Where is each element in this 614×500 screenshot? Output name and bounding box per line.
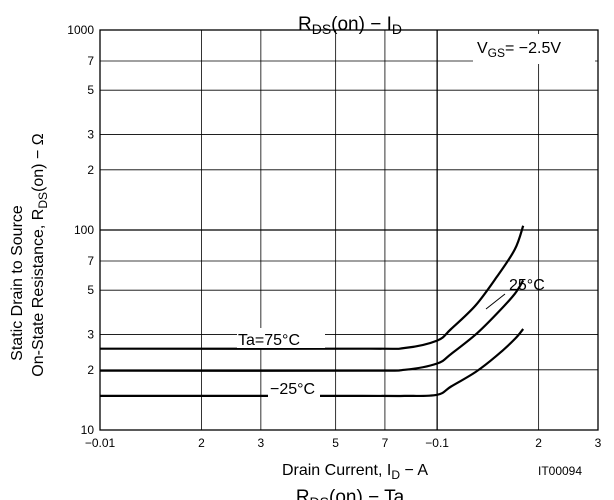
y-tick-label: 5: [87, 83, 94, 97]
y-axis-title-line2: On-State Resistance, RDS(on) − Ω: [30, 133, 50, 376]
series-line-1: [99, 279, 525, 372]
x-tick-label: 3: [258, 436, 265, 450]
y-tick-label: 1000: [67, 23, 94, 37]
y-tick-label: 7: [87, 54, 94, 68]
series-curves: [99, 225, 525, 398]
x-tick-label: 7: [382, 436, 389, 450]
series-label-m25-bg: [268, 378, 320, 397]
x-tick-label: 5: [332, 436, 339, 450]
series-line-2: [100, 328, 525, 398]
series-label-75-bg: [237, 328, 325, 348]
x-tick-label: −0.01: [85, 436, 116, 450]
y-tick-label: 3: [87, 128, 94, 142]
chart-title: RDS(on) − ID: [298, 14, 402, 37]
y-tick-label: 2: [87, 163, 94, 177]
y-tick-label: 5: [87, 283, 94, 297]
x-axis-title: Drain Current, ID − A: [282, 462, 428, 482]
series-label-75: Ta=75°C: [238, 332, 300, 349]
y-axis-title-line1: Static Drain to Source: [9, 205, 26, 361]
x-tick-label: 3: [595, 436, 602, 450]
y-tick-label: 2: [87, 363, 94, 377]
plot-frame: [99, 29, 599, 431]
x-tick-label: 2: [198, 436, 205, 450]
y-tick-labels: 10 2 3 5 7 100 2 3 5 7 1000: [67, 23, 94, 437]
figure-id: IT00094: [538, 464, 582, 478]
series-label-25: 25°C: [509, 277, 545, 294]
y-tick-label: 100: [74, 223, 94, 237]
grid: [99, 29, 599, 431]
y-tick-label: 7: [87, 254, 94, 268]
series-line-0: [99, 225, 525, 350]
series-label-m25: −25°C: [270, 381, 315, 398]
x-tick-label: −0.1: [425, 436, 449, 450]
x-tick-label: 2: [535, 436, 542, 450]
condition-label-bg: [473, 34, 595, 64]
x-tick-labels: −0.01 2 3 5 7 −0.1 2 3: [85, 436, 602, 450]
next-chart-title: RDS(on) − Ta: [296, 487, 405, 500]
series-label-25-leader: [485, 293, 506, 310]
y-tick-label: 10: [81, 423, 95, 437]
y-tick-label: 3: [87, 328, 94, 342]
